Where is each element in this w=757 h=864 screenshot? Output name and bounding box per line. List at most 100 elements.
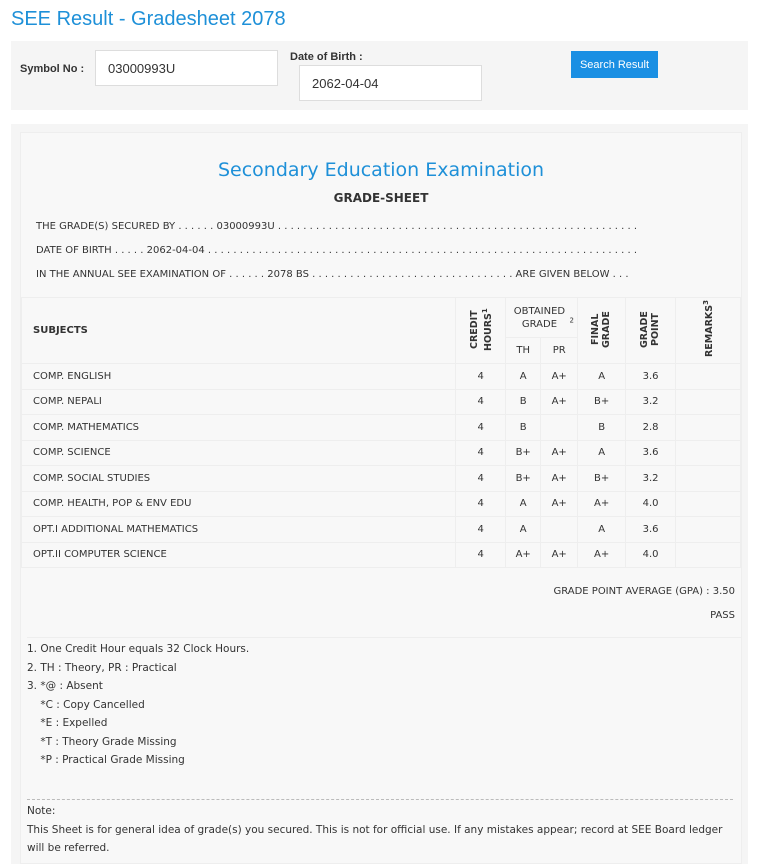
cell-subject: COMP. MATHEMATICS (20, 414, 457, 441)
cell-remarks (675, 439, 741, 466)
cell-gp: 4.0 (625, 541, 677, 568)
cell-gp: 3.6 (625, 516, 677, 543)
footnote: *P : Practical Grade Missing (27, 754, 185, 766)
cell-th: B+ (505, 465, 542, 492)
table-row: COMP. MATHEMATICS 4 B B 2.8 (20, 414, 741, 441)
cell-remarks (675, 465, 741, 492)
search-result-button[interactable]: Search Result (571, 51, 658, 78)
table-row: COMP. SCIENCE 4 B+ A+ A 3.6 (20, 439, 741, 466)
cell-pr: A+ (540, 465, 579, 492)
cell-credit: 4 (455, 414, 507, 441)
grade-sheet: Secondary Education Examination GRADE-SH… (20, 132, 742, 864)
dob-label: Date of Birth : (290, 51, 363, 63)
cell-credit: 4 (455, 465, 507, 492)
cell-subject: COMP. ENGLISH (20, 363, 457, 390)
cell-th: A+ (505, 541, 542, 568)
table-row: OPT.I ADDITIONAL MATHEMATICS 4 A A 3.6 (20, 516, 741, 543)
cell-credit: 4 (455, 541, 507, 568)
cell-remarks (675, 388, 741, 415)
cell-pr: A+ (540, 541, 579, 568)
cell-final: B (577, 414, 627, 441)
footnote: 3. *@ : Absent (27, 680, 103, 692)
cell-remarks (675, 490, 741, 517)
cell-th: B (505, 414, 542, 441)
cell-final: A (577, 439, 627, 466)
table-row: COMP. ENGLISH 4 A A+ A 3.6 (20, 363, 741, 390)
cell-th: A (505, 516, 542, 543)
secured-by-line: THE GRADE(S) SECURED BY . . . . . . 0300… (36, 221, 638, 232)
table-row: COMP. NEPALI 4 B A+ B+ 3.2 (20, 388, 741, 415)
header-credit: CREDIT HOURS1 (455, 297, 507, 364)
cell-subject: COMP. HEALTH, POP & ENV EDU (20, 490, 457, 517)
cell-subject: COMP. NEPALI (20, 388, 457, 415)
exam-title: Secondary Education Examination (217, 159, 545, 181)
header-remarks: REMARKS3 (675, 297, 741, 364)
cell-credit: 4 (455, 439, 507, 466)
cell-pr: A+ (540, 388, 579, 415)
exam-line: IN THE ANNUAL SEE EXAMINATION OF . . . .… (36, 269, 629, 280)
cell-credit: 4 (455, 388, 507, 415)
grade-sheet-heading: GRADE-SHEET (333, 191, 429, 205)
header-subjects: SUBJECTS (20, 297, 457, 364)
header-gp: GRADE POINT (625, 297, 677, 364)
cell-final: B+ (577, 388, 627, 415)
footnote: *C : Copy Cancelled (27, 698, 145, 711)
cell-subject: OPT.I ADDITIONAL MATHEMATICS (20, 516, 457, 543)
footnote: 1. One Credit Hour equals 32 Clock Hours… (27, 643, 250, 655)
header-th: TH (505, 337, 542, 364)
cell-remarks (675, 541, 741, 568)
symbol-input[interactable]: 03000993U (95, 50, 278, 86)
page-title: SEE Result - Gradesheet 2078 (11, 8, 286, 30)
cell-final: A (577, 516, 627, 543)
note-title: Note: (27, 805, 56, 817)
cell-gp: 3.2 (625, 465, 677, 492)
cell-final: A+ (577, 541, 627, 568)
cell-pr (540, 414, 579, 441)
table-row: COMP. SOCIAL STUDIES 4 B+ A+ B+ 3.2 (20, 465, 741, 492)
cell-remarks (675, 516, 741, 543)
header-pr: PR (540, 337, 579, 364)
table-row: COMP. HEALTH, POP & ENV EDU 4 A A+ A+ 4.0 (20, 490, 741, 517)
cell-th: A (505, 363, 542, 390)
footnote: 2. TH : Theory, PR : Practical (27, 661, 177, 674)
cell-remarks (675, 363, 741, 390)
dob-line: DATE OF BIRTH . . . . . 2062-04-04 . . .… (36, 245, 638, 256)
header-final: FINAL GRADE (577, 297, 627, 364)
cell-pr: A+ (540, 363, 579, 390)
footnote: *E : Expelled (27, 717, 108, 729)
header-obtained: OBTAINED GRADE 2 (505, 297, 579, 338)
cell-gp: 2.8 (625, 414, 677, 441)
cell-final: B+ (577, 465, 627, 492)
grades-table: SUBJECTS CREDIT HOURS1 OBTAINED GRADE 2 F… (20, 297, 741, 568)
note-text: This Sheet is for general idea of grade(… (27, 823, 723, 855)
cell-pr (540, 516, 579, 543)
cell-final: A (577, 363, 627, 390)
cell-gp: 3.6 (625, 439, 677, 466)
result-panel: Secondary Education Examination GRADE-SH… (11, 124, 748, 864)
cell-credit: 4 (455, 490, 507, 517)
cell-gp: 3.6 (625, 363, 677, 390)
cell-pr: A+ (540, 439, 579, 466)
cell-gp: 4.0 (625, 490, 677, 517)
cell-th: B (505, 388, 542, 415)
cell-pr: A+ (540, 490, 579, 517)
cell-subject: OPT.II COMPUTER SCIENCE (20, 541, 457, 568)
footnotes: 1. One Credit Hour equals 32 Clock Hours… (27, 637, 741, 770)
cell-subject: COMP. SCIENCE (20, 439, 457, 466)
cell-th: A (505, 490, 542, 517)
search-panel: Symbol No : 03000993U Date of Birth : 20… (11, 41, 748, 110)
symbol-label: Symbol No : (20, 63, 85, 75)
cell-credit: 4 (455, 516, 507, 543)
cell-credit: 4 (455, 363, 507, 390)
dob-input[interactable]: 2062-04-04 (299, 65, 482, 101)
table-row: OPT.II COMPUTER SCIENCE 4 A+ A+ A+ 4.0 (20, 541, 741, 568)
cell-final: A+ (577, 490, 627, 517)
footnote: *T : Theory Grade Missing (27, 735, 177, 748)
cell-remarks (675, 414, 741, 441)
result-status: PASS (710, 610, 735, 621)
cell-th: B+ (505, 439, 542, 466)
gpa: GRADE POINT AVERAGE (GPA) : 3.50 (553, 586, 735, 597)
cell-subject: COMP. SOCIAL STUDIES (20, 465, 457, 492)
cell-gp: 3.2 (625, 388, 677, 415)
disclaimer: Note: This Sheet is for general idea of … (27, 799, 733, 858)
